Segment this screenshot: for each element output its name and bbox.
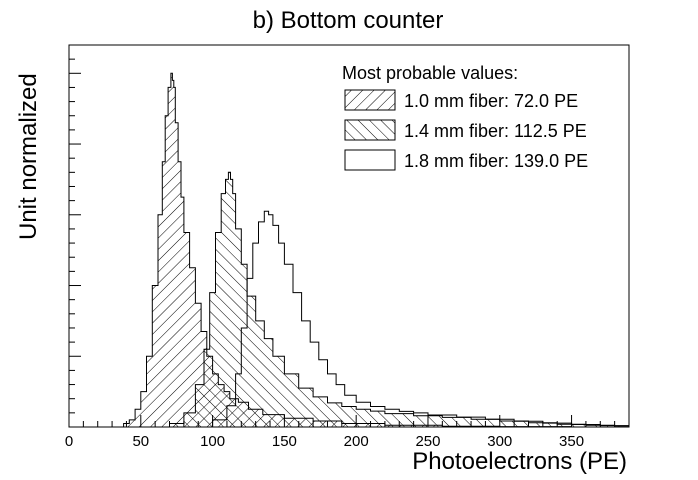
- series-layer: [123, 72, 629, 427]
- plot-frame: [68, 44, 630, 428]
- y-axis-label: Unit normalized: [15, 73, 42, 240]
- x-tick-label: 150: [272, 433, 297, 450]
- legend-swatch-1-8mm: [344, 149, 396, 171]
- x-tick-label: 0: [65, 433, 73, 450]
- y-axis: [69, 44, 81, 428]
- x-tick-label: 200: [344, 433, 369, 450]
- legend: Most probable values: 1.0 mm fiber: 72.0…: [342, 63, 588, 171]
- x-axis-label: Photoelectrons (PE): [412, 448, 627, 475]
- x-tick-label: 250: [415, 433, 440, 450]
- chart-title: b) Bottom counter: [253, 7, 444, 34]
- x-tick-label: 300: [487, 433, 512, 450]
- legend-header: Most probable values:: [342, 63, 518, 83]
- series-2-histogram: [212, 210, 629, 427]
- legend-swatch-1-0mm: [344, 89, 396, 111]
- legend-swatch-1-4mm: [344, 119, 396, 141]
- legend-label-1-4mm: 1.4 mm fiber: 112.5 PE: [404, 121, 587, 141]
- x-tick-label: 100: [200, 433, 225, 450]
- x-axis: 0 50 100 150 200 250 300 350: [65, 415, 630, 450]
- legend-label-1-0mm: 1.0 mm fiber: 72.0 PE: [404, 91, 578, 111]
- x-tick-label: 50: [132, 433, 149, 450]
- series-1-histogram: [169, 171, 629, 427]
- legend-label-1-8mm: 1.8 mm fiber: 139.0 PE: [404, 151, 588, 171]
- x-tick-label: 350: [559, 433, 584, 450]
